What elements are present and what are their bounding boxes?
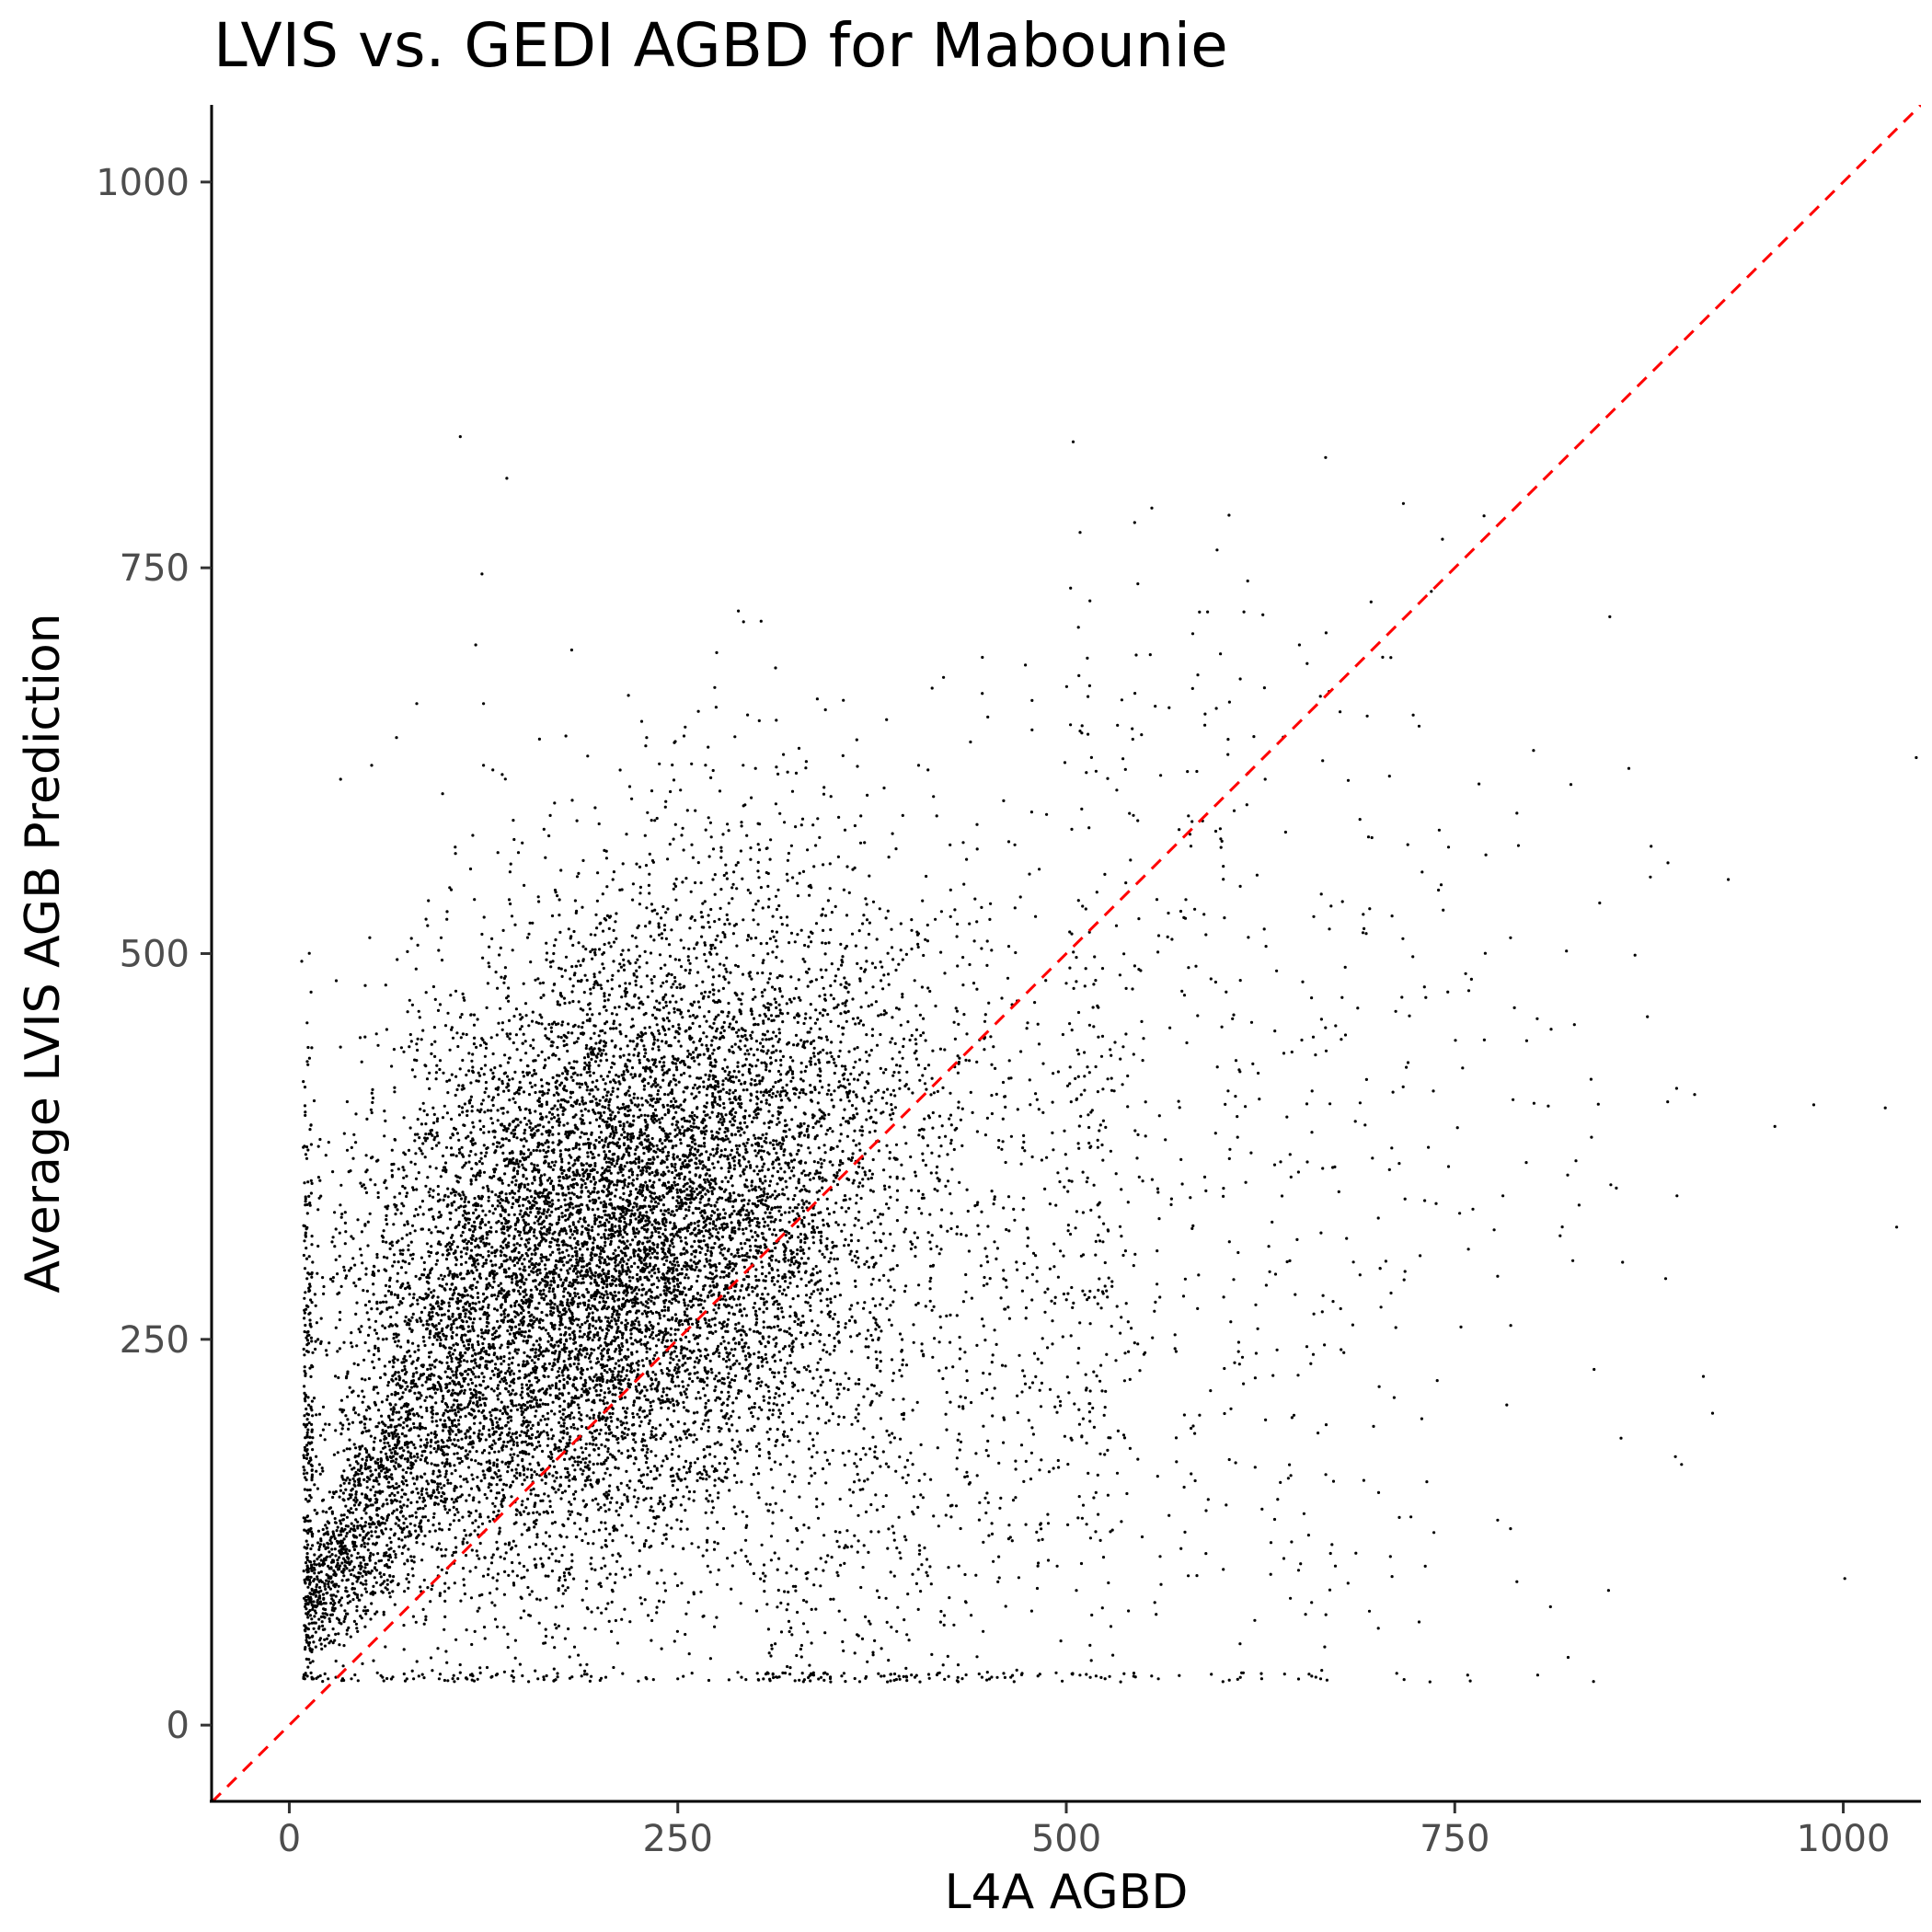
x-tick-label: 750 bbox=[1420, 1818, 1489, 1860]
y-tick-label: 1000 bbox=[96, 162, 190, 204]
x-tick-label: 0 bbox=[278, 1818, 301, 1860]
y-axis-ticks: 0 250 500 750 1000 bbox=[96, 162, 212, 1747]
data-points bbox=[300, 435, 1918, 1684]
x-tick-label: 500 bbox=[1031, 1818, 1101, 1860]
y-tick-label: 750 bbox=[120, 547, 190, 590]
chart-title: LVIS vs. GEDI AGBD for Mabounie bbox=[213, 10, 1228, 81]
x-tick-label: 250 bbox=[643, 1818, 713, 1860]
y-axis-title: Average LVIS AGB Prediction bbox=[16, 613, 71, 1293]
y-tick-label: 250 bbox=[120, 1319, 190, 1362]
y-tick-label: 500 bbox=[120, 934, 190, 976]
identity-reference-line bbox=[212, 105, 1921, 1802]
x-axis-title: L4A AGBD bbox=[945, 1865, 1189, 1920]
reference-line-y-equals-x bbox=[212, 105, 1921, 1802]
x-axis-ticks: 0 250 500 750 1000 bbox=[278, 1802, 1891, 1860]
x-tick-label: 1000 bbox=[1797, 1818, 1891, 1860]
y-tick-label: 0 bbox=[167, 1705, 190, 1747]
scatter-points bbox=[300, 435, 1918, 1684]
